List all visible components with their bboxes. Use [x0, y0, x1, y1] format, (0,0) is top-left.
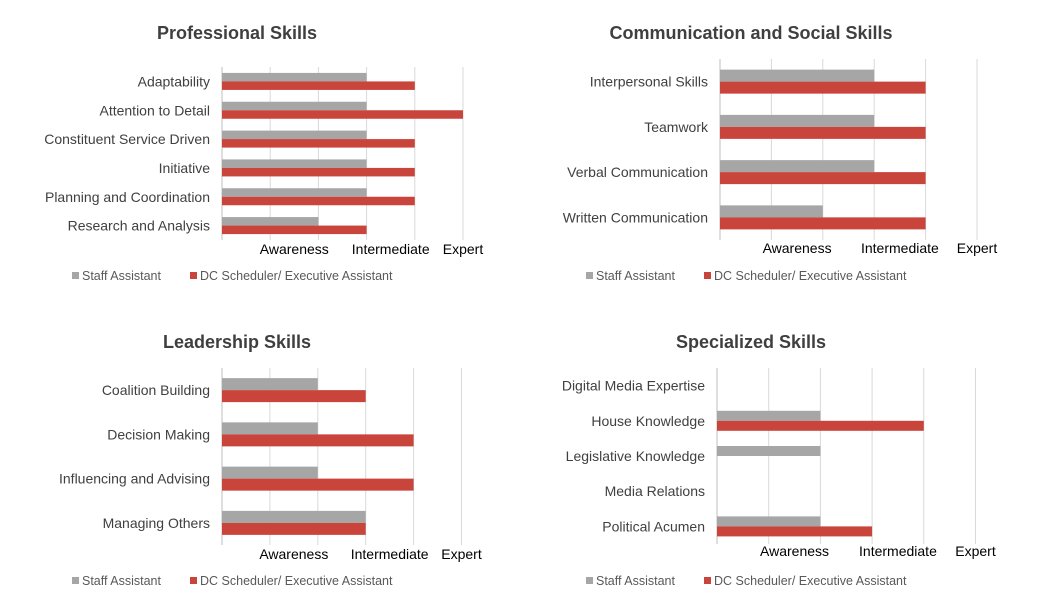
category-label: Research and Analysis: [68, 218, 210, 234]
bar-staff-assistant: [720, 160, 875, 173]
category-label: Verbal Communication: [567, 164, 708, 180]
category-label: Media Relations: [605, 483, 705, 499]
bar-staff-assistant: [222, 72, 367, 82]
bar-staff-assistant: [222, 101, 367, 111]
bar-staff-assistant: [720, 205, 823, 218]
legend: Staff Assistant DC Scheduler/ Executive A…: [72, 574, 393, 588]
category-label: Digital Media Expertise: [562, 378, 705, 394]
bar-dc-scheduler: [717, 526, 873, 537]
bar-staff-assistant: [222, 188, 367, 197]
legend-swatch-staff: [72, 577, 79, 584]
legend-swatch-dc: [190, 577, 197, 584]
chart-panel-1: Professional Skills Adaptability Attention…: [44, 23, 483, 283]
category-label: Adaptability: [138, 73, 210, 89]
bar-staff-assistant: [717, 516, 821, 527]
bar-staff-assistant: [222, 130, 367, 140]
bar-staff-assistant: [222, 466, 318, 479]
x-tick-label: Awareness: [260, 241, 329, 257]
legend-swatch-staff: [586, 272, 593, 279]
chart-title: Professional Skills: [157, 23, 317, 43]
bar-staff-assistant: [222, 159, 367, 168]
bar-dc-scheduler: [222, 225, 367, 235]
legend: Staff Assistant DC Scheduler/ Executive A…: [586, 574, 907, 588]
category-label: Initiative: [159, 160, 211, 176]
x-tick-label: Intermediate: [352, 241, 430, 257]
bar-dc-scheduler: [222, 390, 366, 403]
x-tick-label: Expert: [957, 240, 998, 256]
bar-dc-scheduler: [222, 196, 415, 206]
category-label: Teamwork: [644, 119, 709, 135]
bar-staff-assistant: [717, 446, 821, 456]
legend-label: Staff Assistant: [596, 574, 676, 588]
chart-title: Specialized Skills: [676, 332, 826, 352]
category-label: Political Acumen: [602, 518, 705, 534]
legend-label: DC Scheduler/ Executive Assistant: [200, 269, 393, 283]
category-label: Attention to Detail: [99, 102, 210, 118]
bar-staff-assistant: [720, 114, 875, 127]
chart-panel-4: Specialized Skills Digital Media Expertis…: [562, 332, 996, 588]
bar-dc-scheduler: [720, 217, 926, 230]
bar-dc-scheduler: [222, 478, 414, 491]
chart-panel-3: Leadership Skills Coalition Building Decis…: [59, 332, 482, 588]
x-tick-label: Intermediate: [859, 543, 937, 559]
x-tick-label: Intermediate: [861, 240, 939, 256]
chart-title: Leadership Skills: [163, 332, 311, 352]
category-label: House Knowledge: [591, 413, 705, 429]
legend-swatch-dc: [704, 272, 711, 279]
legend-label: DC Scheduler/ Executive Assistant: [714, 269, 907, 283]
legend-swatch-staff: [72, 272, 79, 279]
bar-staff-assistant: [222, 422, 318, 435]
bar-dc-scheduler: [717, 420, 924, 431]
legend-label: Staff Assistant: [596, 269, 676, 283]
chart-panel-2: Communication and Social Skills Interpers…: [563, 23, 998, 283]
x-tick-label: Intermediate: [351, 546, 429, 562]
bar-dc-scheduler: [222, 139, 415, 148]
legend-label: Staff Assistant: [82, 269, 162, 283]
legend-label: Staff Assistant: [82, 574, 162, 588]
category-label: Decision Making: [107, 426, 210, 442]
bar-staff-assistant: [720, 69, 875, 82]
legend-swatch-staff: [586, 577, 593, 584]
bar-dc-scheduler: [222, 167, 415, 177]
x-tick-label: Awareness: [763, 240, 832, 256]
bar-dc-scheduler: [222, 81, 415, 90]
legend-swatch-dc: [704, 577, 711, 584]
legend: Staff Assistant DC Scheduler/ Executive A…: [72, 269, 393, 283]
category-label: Constituent Service Driven: [44, 131, 210, 147]
bar-dc-scheduler: [720, 172, 926, 185]
bar-dc-scheduler: [222, 522, 366, 535]
x-tick-label: Expert: [955, 543, 996, 559]
category-label: Legislative Knowledge: [566, 448, 706, 464]
x-tick-label: Expert: [441, 546, 482, 562]
category-label: Interpersonal Skills: [590, 74, 708, 90]
x-tick-label: Awareness: [259, 546, 328, 562]
chart-title: Communication and Social Skills: [609, 23, 892, 43]
legend-label: DC Scheduler/ Executive Assistant: [200, 574, 393, 588]
category-label: Planning and Coordination: [45, 189, 210, 205]
category-label: Managing Others: [103, 515, 210, 531]
bar-dc-scheduler: [720, 81, 926, 94]
legend: Staff Assistant DC Scheduler/ Executive A…: [586, 269, 907, 283]
legend-swatch-dc: [190, 272, 197, 279]
bar-dc-scheduler: [720, 126, 926, 139]
bar-staff-assistant: [717, 410, 821, 421]
bar-staff-assistant: [222, 217, 319, 226]
category-label: Coalition Building: [102, 382, 210, 398]
bar-dc-scheduler: [222, 110, 463, 119]
legend-label: DC Scheduler/ Executive Assistant: [714, 574, 907, 588]
bar-staff-assistant: [222, 378, 318, 391]
category-label: Written Communication: [563, 209, 708, 225]
bar-staff-assistant: [222, 510, 366, 523]
x-tick-label: Awareness: [760, 543, 829, 559]
bar-dc-scheduler: [222, 434, 414, 447]
category-label: Influencing and Advising: [59, 471, 210, 487]
x-tick-label: Expert: [443, 241, 484, 257]
